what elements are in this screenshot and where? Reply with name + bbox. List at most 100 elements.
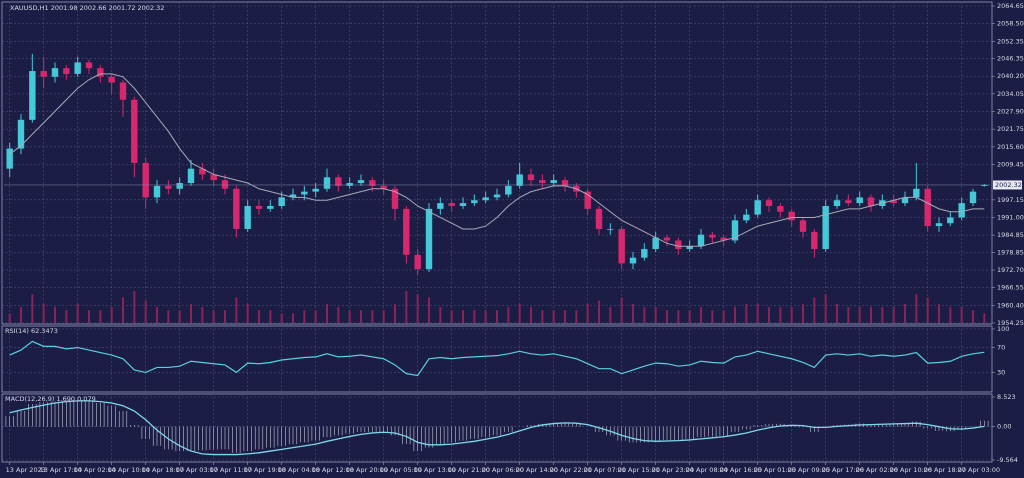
candle-body [845, 200, 852, 204]
candle-body [754, 200, 761, 215]
volume-bar [518, 303, 521, 323]
macd-frame [1, 393, 993, 463]
candle-body [686, 246, 693, 250]
volume-bar [960, 307, 963, 323]
candle-body [947, 217, 954, 224]
y-tick-label: 2058.50 [997, 20, 1024, 28]
macd-title: MACD(12,26,9) 1.690 0.079 [5, 395, 96, 403]
candle-body [958, 203, 965, 218]
volume-bar [722, 310, 725, 323]
y-tick-label: 2040.20 [997, 72, 1024, 80]
volume-bar [541, 310, 544, 323]
candle-body [505, 185, 512, 195]
x-tick-label: 17 Apr 03:00 [176, 466, 218, 474]
candle-body [255, 205, 263, 209]
candle-body [289, 194, 297, 198]
y-tick-label: 2027.90 [997, 108, 1024, 116]
x-tick-label: 13 Apr 2023 [6, 466, 46, 474]
volume-bar [416, 294, 419, 323]
volume-bar [575, 310, 578, 323]
candle-body [833, 200, 841, 206]
candle-body [969, 191, 977, 204]
x-tick-label: 20 Apr 14:00 [516, 466, 558, 474]
candle-body [108, 76, 115, 83]
candle-body [6, 148, 13, 169]
volume-bar [348, 310, 351, 323]
x-tick-label: 27 Apr 03:00 [958, 466, 1000, 474]
volume-bar [768, 307, 770, 323]
volume-bar [949, 307, 952, 323]
y-tick-label: 1997.15 [997, 196, 1024, 204]
x-tick-label: 14 Apr 02:00 [74, 466, 116, 474]
candle-body [244, 205, 251, 229]
candle-body [131, 99, 138, 163]
volume-bar [88, 310, 90, 323]
candle-body [675, 240, 682, 250]
y-tick-label: 1991.00 [997, 213, 1024, 221]
volume-bar [552, 310, 555, 323]
candle-body [788, 211, 795, 221]
candle-body [595, 208, 603, 229]
candle-body [471, 200, 478, 204]
volume-bar [734, 307, 736, 323]
volume-bar [212, 310, 215, 323]
candle-body [765, 200, 773, 206]
candle-body [924, 188, 931, 227]
main-title: XAUUSD,H1 2001.98 2002.66 2001.72 2002.3… [10, 4, 164, 12]
x-tick-label: 19 Apr 05:00 [380, 466, 422, 474]
y-tick-label: -9.564 [997, 456, 1018, 464]
y-tick-label: 1954.25 [997, 319, 1024, 327]
candle-body [459, 203, 467, 206]
y-tick-label: 2034.05 [997, 90, 1024, 98]
candle-body [516, 174, 523, 186]
volume-bar [473, 310, 476, 323]
candle-body [663, 237, 671, 241]
volume-bar [246, 303, 249, 323]
x-tick-label: 18 Apr 20:00 [346, 466, 388, 474]
x-tick-label: 18 Apr 04:00 [278, 466, 320, 474]
candle-body [584, 191, 591, 209]
candle-body [346, 183, 353, 186]
volume-bar [54, 307, 56, 323]
volume-bar [972, 310, 974, 323]
candle-body [187, 168, 195, 184]
candle-body [369, 180, 376, 186]
volume-bar [31, 294, 34, 323]
volume-bar [677, 310, 680, 323]
volume-bar [144, 300, 147, 323]
x-tick-label: 26 Apr 02:00 [856, 466, 898, 474]
volume-bar [269, 310, 272, 323]
volume-bar [178, 310, 181, 323]
candle-body [550, 180, 557, 184]
x-tick-label: 20 Apr 22:00 [550, 466, 592, 474]
x-tick-label: 14 Apr 18:00 [142, 466, 184, 474]
volume-bar [836, 303, 838, 323]
x-tick-label: 21 Apr 15:00 [618, 466, 660, 474]
y-tick-label: 2064.65 [997, 2, 1024, 10]
x-tick-label: 13 Apr 17:00 [40, 466, 82, 474]
volume-bar [394, 303, 396, 323]
x-tick-label: 19 Apr 21:00 [448, 466, 490, 474]
candle-body [74, 62, 81, 74]
candle-body [63, 68, 70, 74]
candle-body [403, 208, 410, 255]
volume-bar [507, 307, 510, 323]
volume-bar [303, 310, 306, 323]
candle-body [40, 71, 47, 77]
x-tick-label: 24 Apr 16:00 [720, 466, 762, 474]
volume-bar [156, 307, 158, 323]
candle-body [935, 223, 943, 227]
candle-body [652, 237, 659, 250]
y-tick-label: 1972.70 [997, 266, 1024, 274]
candle-body [867, 197, 875, 206]
candle-body [414, 254, 421, 270]
x-tick-label: 14 Apr 10:00 [108, 466, 150, 474]
volume-bar [983, 313, 986, 323]
candle-body [890, 200, 897, 204]
candle-body [437, 203, 444, 209]
volume-bar [133, 291, 136, 323]
volume-bar [632, 303, 634, 323]
volume-bar [382, 310, 385, 323]
candle-body [777, 205, 784, 212]
candle-body [811, 231, 818, 250]
